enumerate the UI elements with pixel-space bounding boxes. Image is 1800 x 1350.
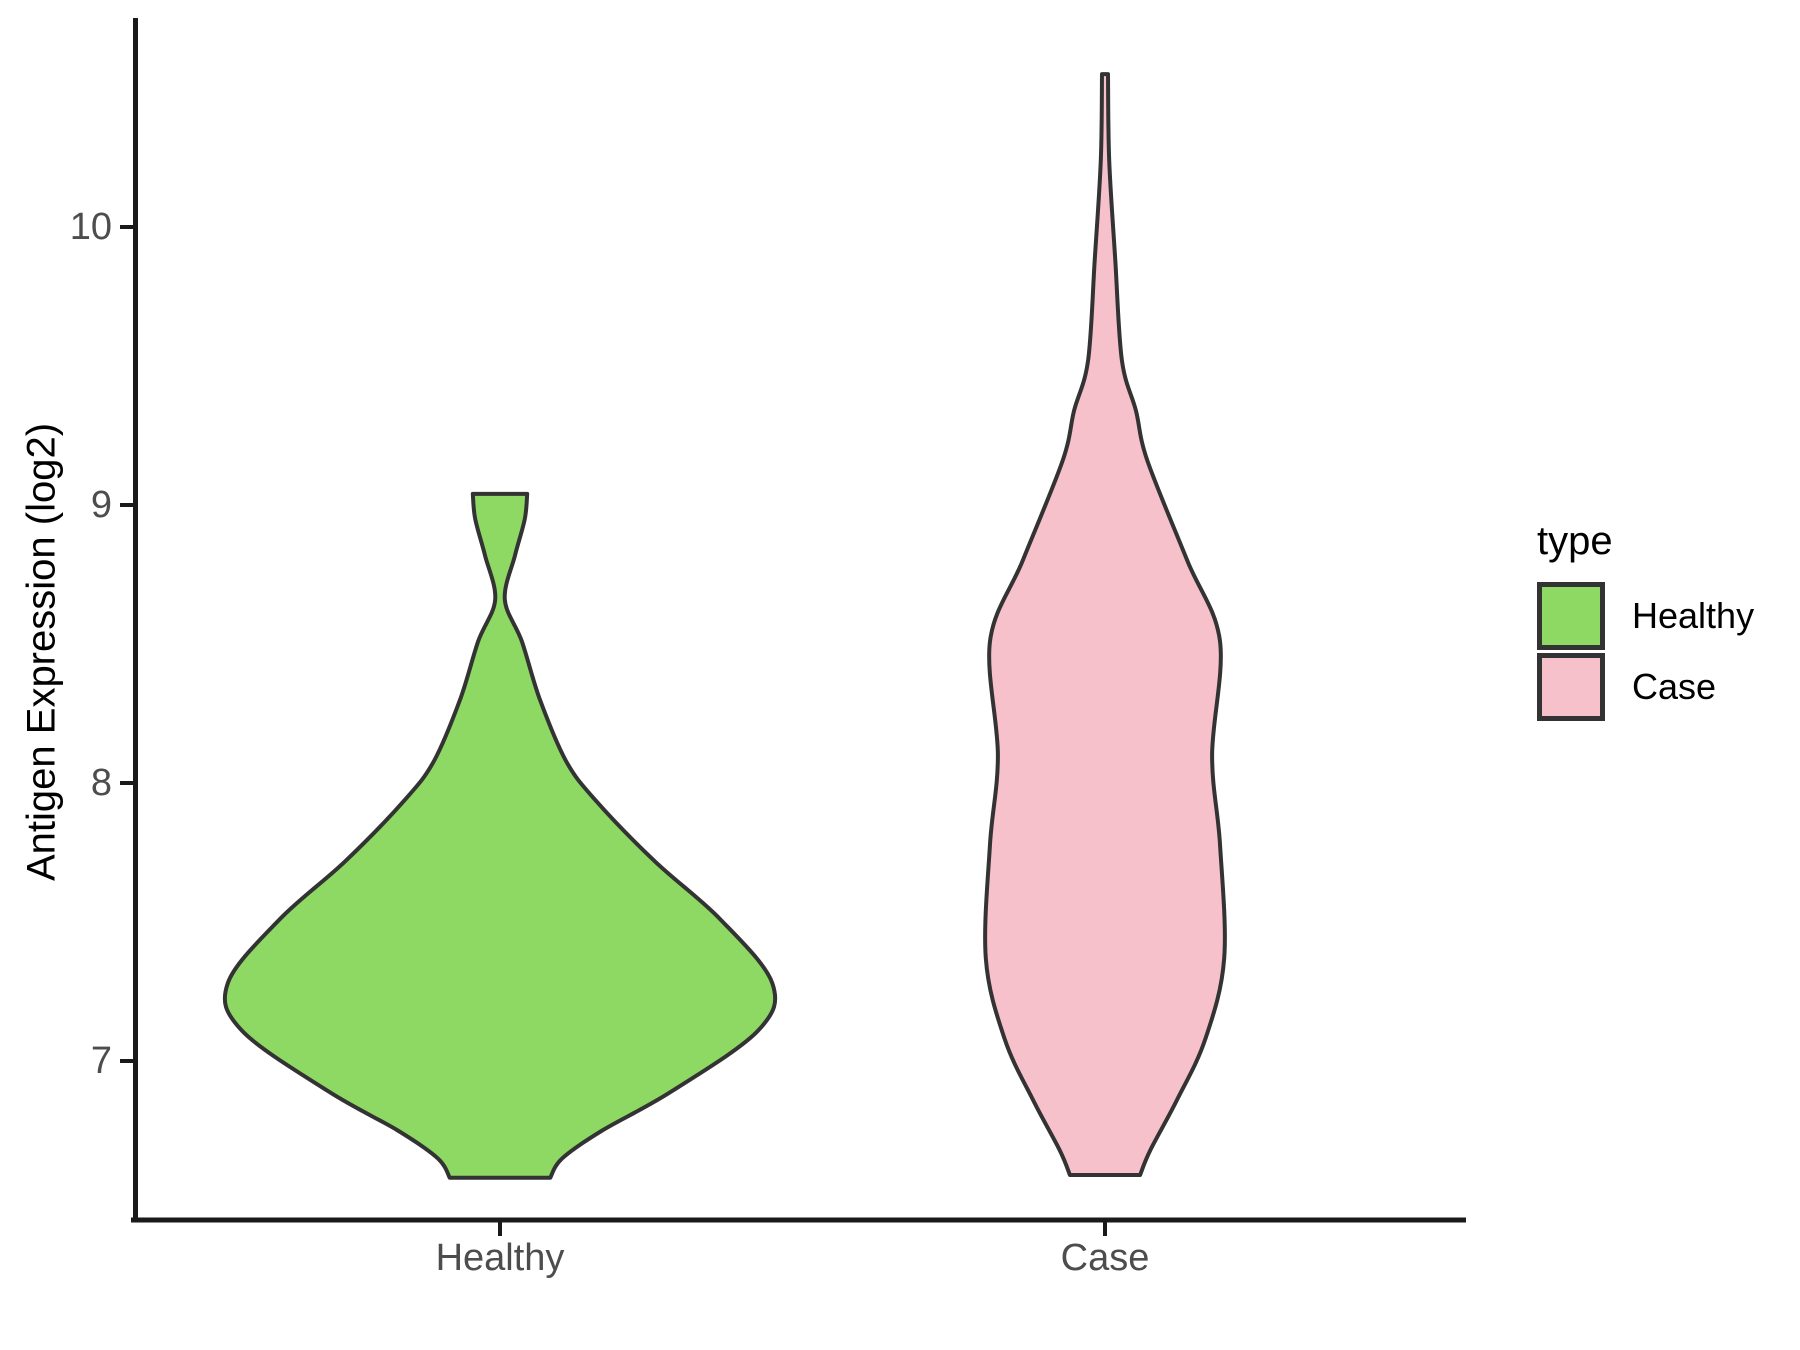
y-tick-label-7: 7 — [90, 1040, 112, 1082]
legend-swatch-healthy — [1537, 582, 1605, 650]
x-tick-label-case: Case — [1060, 1237, 1150, 1279]
legend-item-case: Case — [1537, 653, 1754, 721]
legend-title: type — [1537, 519, 1613, 563]
y-tick-label-9: 9 — [90, 484, 112, 526]
violin-case — [983, 72, 1227, 1177]
legend: type Healthy Case — [1537, 516, 1754, 724]
violin-healthy — [222, 491, 778, 1180]
x-tick-label-healthy: Healthy — [435, 1237, 565, 1279]
legend-swatch-case — [1537, 653, 1605, 721]
y-tick-label-10: 10 — [69, 206, 112, 248]
y-tick-label-8: 8 — [90, 762, 112, 804]
legend-label-healthy: Healthy — [1632, 595, 1755, 636]
legend-label-case: Case — [1632, 666, 1717, 707]
legend-item-healthy: Healthy — [1537, 582, 1754, 650]
